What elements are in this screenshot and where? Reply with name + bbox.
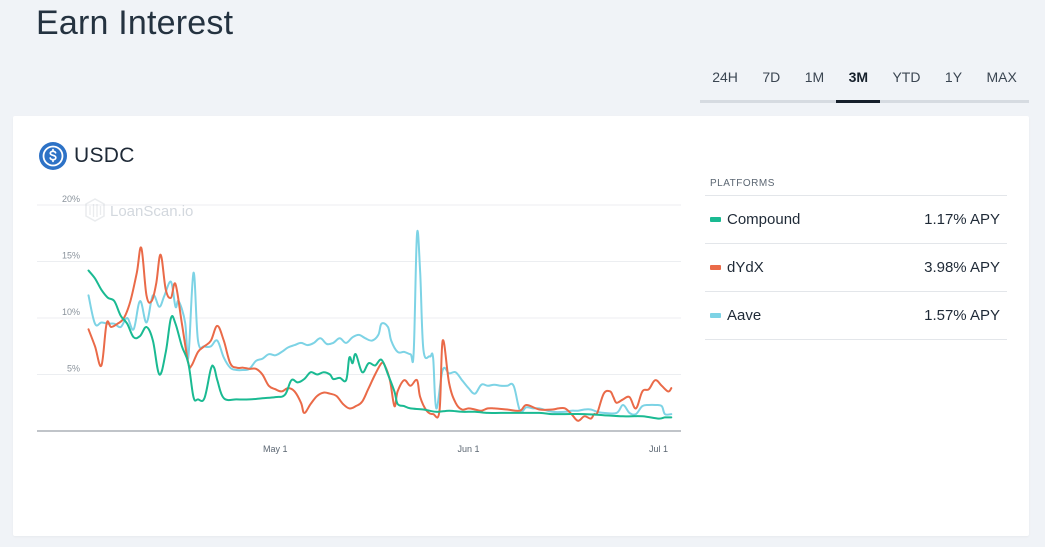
legend-item-name: Compound [727, 211, 801, 228]
y-tick-label: 15% [62, 251, 80, 261]
time-range-tabs: 24H 7D 1M 3M YTD 1Y MAX [700, 60, 1029, 103]
chart-series [87, 230, 673, 422]
tab-max[interactable]: MAX [986, 69, 1017, 85]
legend-item-name: Aave [727, 307, 762, 324]
tab-1y[interactable]: 1Y [944, 69, 963, 85]
asset-card: USDC LoanScan.io 20% 15% 10% 5% May 1 Jun 1 J… [13, 116, 1029, 536]
series-line-compound[interactable] [87, 269, 673, 420]
series-line-dydx[interactable] [87, 246, 673, 422]
apy-line-chart: LoanScan.io 20% 15% 10% 5% May 1 Jun 1 Jul 1 [37, 194, 681, 454]
legend-item-dydx[interactable]: dYdX 3.98% APY [705, 244, 1007, 292]
legend-heading: PLATFORMS [705, 174, 1007, 196]
legend-item-aave[interactable]: Aave 1.57% APY [705, 292, 1007, 340]
watermark-text: LoanScan.io [110, 203, 193, 220]
asset-name: USDC [74, 144, 135, 167]
legend-item-name: dYdX [727, 259, 764, 276]
tab-7d[interactable]: 7D [762, 69, 781, 85]
loanscan-logo-icon [85, 198, 105, 222]
series-line-aave[interactable] [87, 230, 673, 416]
page-title: Earn Interest [36, 4, 234, 42]
asset-header: USDC [39, 142, 135, 170]
tab-24h[interactable]: 24H [712, 69, 738, 85]
chart-watermark: LoanScan.io [85, 198, 193, 222]
legend-item-compound[interactable]: Compound 1.17% APY [705, 196, 1007, 244]
legend-item-apy: 1.17% APY [924, 211, 1000, 228]
x-tick-label: Jun 1 [457, 444, 479, 454]
x-tick-label: Jul 1 [649, 444, 668, 454]
y-tick-label: 5% [67, 364, 80, 374]
tab-3m[interactable]: 3M [836, 60, 881, 103]
tab-1m[interactable]: 1M [804, 69, 825, 85]
y-tick-label: 10% [62, 307, 80, 317]
y-axis-labels: 20% 15% 10% 5% [62, 194, 80, 374]
y-tick-label: 20% [62, 194, 80, 204]
x-axis-labels: May 1 Jun 1 Jul 1 [263, 444, 668, 454]
platforms-legend: PLATFORMS Compound 1.17% APY dYdX 3.98% … [705, 174, 1007, 340]
compound-swatch [710, 217, 721, 222]
legend-item-apy: 1.57% APY [924, 307, 1000, 324]
aave-swatch [710, 313, 721, 318]
dydx-swatch [710, 265, 721, 270]
x-tick-label: May 1 [263, 444, 288, 454]
chart-gridlines [37, 204, 681, 375]
tab-ytd[interactable]: YTD [892, 69, 921, 85]
apy-chart: LoanScan.io 20% 15% 10% 5% May 1 Jun 1 Jul 1 [33, 194, 693, 464]
legend-item-apy: 3.98% APY [924, 259, 1000, 276]
usdc-coin-icon [39, 142, 67, 170]
